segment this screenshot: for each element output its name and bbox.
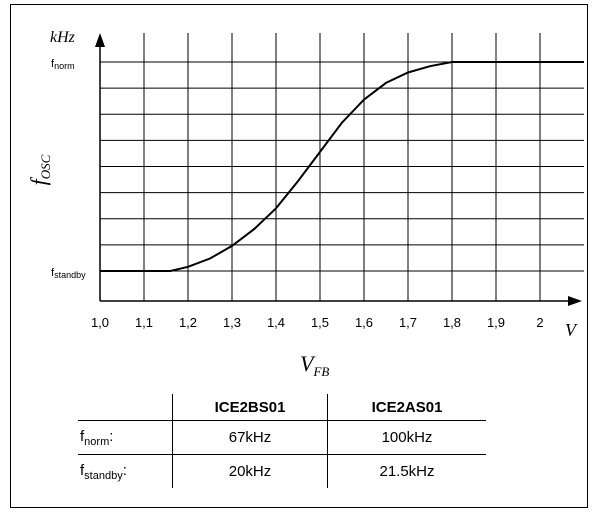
x-axis-title-main: V [300,351,316,376]
x-tick-label: 1,7 [399,315,417,330]
svg-text:fOSC: fOSC [26,154,53,185]
series-line [100,61,584,272]
axes [95,33,582,306]
x-tick-label: 1,6 [355,315,373,330]
x-tick-labels: 1,0 1,1 1,2 1,3 1,4 1,5 1,6 1,7 1,8 1,9 2 [91,315,544,330]
row-label: fstandby: [78,454,173,488]
x-axis-title: VFB [300,351,329,379]
table-header-row: ICE2BS01 ICE2AS01 [78,394,486,421]
table-row: fnorm: 67kHz 100kHz [78,420,486,455]
y-axis-title-main: f [26,176,51,185]
x-tick-label: 1,2 [179,315,197,330]
table-header-cell: ICE2BS01 [172,394,328,421]
row-label: fnorm: [78,420,173,455]
x-tick-label: 1,9 [487,315,505,330]
figure-frame [10,4,588,508]
x-tick-label: 1,1 [135,315,153,330]
y-axis-arrow [95,33,105,47]
chart: 1,0 1,1 1,2 1,3 1,4 1,5 1,6 1,7 1,8 1,9 2 fstandby… [26,29,584,379]
table-row: fstandby: 20kHz 21.5kHz [78,454,486,488]
table-cell: 100kHz [327,420,486,455]
y-tick-label: fnorm [51,58,75,71]
table-header-cell [78,394,173,421]
x-unit-label: V [565,320,578,340]
y-unit-label: kHz [50,29,76,46]
x-tick-label: 1,8 [443,315,461,330]
y-tick-labels: fstandby fnorm [51,58,86,280]
y-axis-title-sub: OSC [38,154,53,179]
grid [100,33,584,301]
x-tick-label: 1,0 [91,315,109,330]
x-tick-label: 1,5 [311,315,329,330]
y-tick-label: fstandby [51,267,86,280]
x-axis-arrow [568,296,582,306]
table-cell: 21.5kHz [327,454,486,488]
x-axis-title-sub: FB [312,364,329,379]
table-cell: 20kHz [172,454,328,488]
table-cell: 67kHz [172,420,328,455]
x-tick-label: 1,3 [223,315,241,330]
x-tick-label: 1,4 [267,315,285,330]
y-axis-title: fOSC [26,154,53,185]
x-tick-label: 2 [536,315,543,330]
frequency-table: ICE2BS01 ICE2AS01 fnorm: 67kHz 100kHz fs… [78,394,486,488]
table-header-cell: ICE2AS01 [327,394,486,421]
